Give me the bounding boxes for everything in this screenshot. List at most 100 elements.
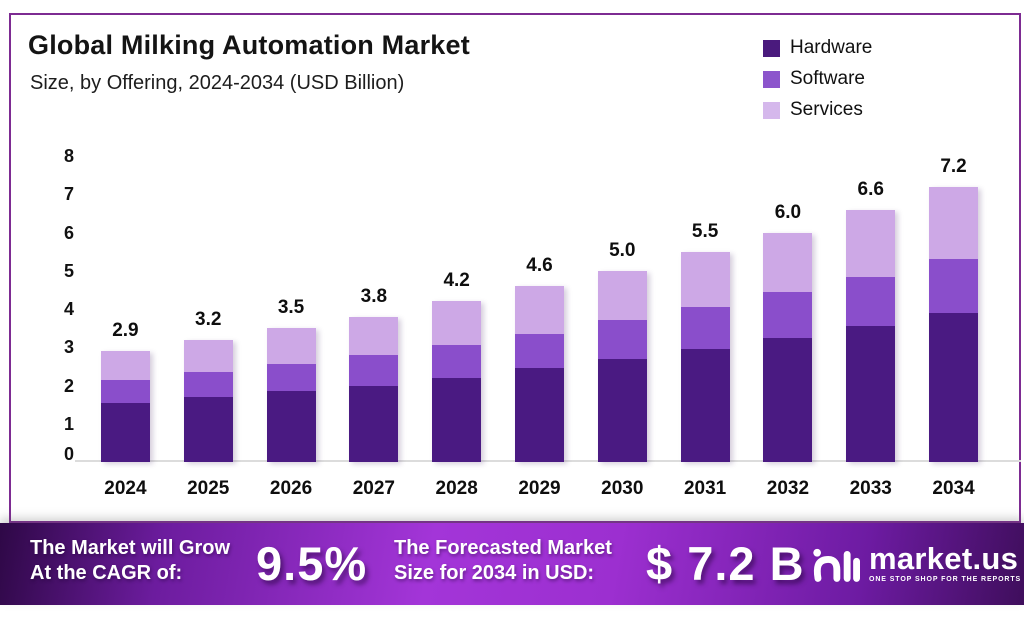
y-tick-label: 7 [63, 184, 74, 205]
brand-logo: market.us ONE STOP SHOP FOR THE REPORTS [812, 539, 1021, 587]
services-swatch-icon [763, 101, 780, 119]
bar-total-label: 4.6 [526, 255, 553, 277]
page-subtitle: Size, by Offering, 2024-2034 (USD Billio… [30, 72, 405, 94]
bar-segment-2029-hardware [514, 368, 564, 462]
brand-tagline: ONE STOP SHOP FOR THE REPORTS [869, 575, 1022, 583]
bar-total-label: 5.5 [691, 220, 719, 242]
x-tick-label: 2026 [269, 478, 313, 499]
bar-segment-2024-software [100, 379, 150, 403]
bar-stack-2027 [349, 316, 399, 462]
forecast-label: The Forecasted Market Size for 2034 in U… [394, 536, 612, 586]
bar-segment-2030-services [597, 270, 647, 321]
footer-banner: The Market will Grow At the CAGR of: 9.5… [0, 523, 1024, 605]
x-tick-label: 2025 [187, 478, 230, 499]
x-tick-label: 2028 [435, 478, 478, 499]
bar-segment-2029-software [514, 333, 564, 369]
legend-item-hardware: Hardware [763, 37, 872, 59]
bar-column-2026: 3.5 [250, 156, 333, 462]
x-tick-label: 2024 [104, 478, 147, 499]
y-tick-label: 2 [63, 375, 74, 396]
bar-segment-2024-services [100, 351, 150, 380]
bar-column-2034: 7.2 [912, 156, 995, 462]
legend-label: Software [790, 68, 865, 89]
y-tick-label: 8 [63, 146, 74, 166]
x-tick-label: 2031 [683, 478, 727, 499]
bar-column-2032: 6.0 [747, 156, 830, 462]
bar-segment-2030-software [597, 320, 647, 359]
hardware-swatch-icon [763, 39, 780, 57]
bar-segment-2024-hardware [100, 402, 150, 462]
y-tick-label: 0 [63, 444, 74, 464]
bar-column-2027: 3.8 [332, 156, 415, 462]
brand-name: market.us [869, 540, 1019, 576]
bar-segment-2025-hardware [183, 396, 233, 462]
bar-total-label: 6.0 [774, 201, 802, 223]
chart-card: Global Milking Automation Market Size, b… [9, 13, 1021, 523]
bar-segment-2031-software [680, 307, 730, 350]
bar-total-label: 2.9 [112, 320, 139, 342]
bar-column-2029: 4.6 [498, 156, 581, 462]
bar-plot-area: 2.9 3.2 3.5 3.8 4.2 4.6 5.0 5.5 6.0 6.6 7.2 [84, 156, 995, 462]
bar-segment-2031-services [680, 251, 730, 308]
x-axis-labels: 2024 2025 2026 2027 2028 2029 2030 2031 2032 2033… [84, 478, 995, 500]
bar-segment-2034-hardware [929, 312, 979, 462]
cagr-label: The Market will Grow At the CAGR of: [30, 536, 230, 586]
y-tick-label: 6 [63, 222, 74, 243]
bar-total-label: 3.8 [360, 285, 388, 307]
forecast-label-line1: The Forecasted Market [394, 537, 612, 559]
legend-label: Hardware [790, 37, 873, 58]
bar-segment-2026-software [266, 364, 316, 392]
x-tick-label: 2027 [352, 478, 395, 499]
bar-total-label: 3.5 [277, 297, 305, 319]
bar-segment-2029-services [514, 286, 564, 334]
bar-segment-2028-hardware [432, 377, 482, 462]
y-axis: 0 1 2 3 4 5 6 7 8 [38, 15, 74, 521]
page-title: Global Milking Automation Market [28, 30, 470, 60]
legend-item-services: Services [763, 99, 872, 121]
bar-segment-2028-software [432, 345, 482, 378]
bar-stack-2028 [432, 301, 482, 462]
y-tick-label: 3 [63, 337, 74, 358]
bar-segment-2027-services [349, 316, 399, 355]
bar-segment-2026-services [266, 328, 316, 365]
software-swatch-icon [763, 70, 780, 88]
bar-segment-2025-software [183, 372, 233, 397]
bar-column-2024: 2.9 [84, 156, 167, 462]
bar-segment-2031-hardware [680, 349, 730, 462]
bar-segment-2034-services [929, 186, 979, 260]
forecast-label-line2: Size for 2034 in USD: [394, 562, 595, 584]
bar-total-label: 7.2 [940, 155, 967, 177]
x-tick-label: 2030 [601, 478, 644, 499]
legend-item-software: Software [763, 68, 872, 90]
bar-column-2033: 6.6 [829, 156, 912, 462]
bar-stack-2029 [514, 286, 564, 462]
bar-total-label: 6.6 [857, 178, 884, 200]
bar-segment-2032-software [763, 291, 813, 338]
bar-column-2030: 5.0 [581, 156, 664, 462]
market-us-logo-icon [813, 548, 860, 582]
bar-segment-2026-hardware [266, 391, 316, 462]
cagr-label-line1: The Market will Grow [30, 537, 231, 559]
bar-segment-2025-services [183, 339, 233, 373]
bar-stack-2031 [680, 251, 730, 462]
bar-segment-2033-hardware [846, 326, 896, 462]
bar-stack-2025 [183, 339, 233, 462]
bar-segment-2028-services [432, 301, 482, 346]
x-tick-label: 2033 [849, 478, 892, 499]
x-tick-label: 2032 [766, 478, 810, 499]
bar-segment-2034-software [929, 259, 979, 313]
brand-text: market.us ONE STOP SHOP FOR THE REPORTS [869, 540, 1022, 583]
bar-segment-2033-services [846, 209, 896, 277]
forecast-value: $ 7.2 B [646, 537, 805, 590]
bar-stack-2033 [846, 209, 896, 462]
y-tick-label: 5 [63, 260, 74, 281]
x-tick-label: 2029 [518, 478, 561, 499]
bar-segment-2033-software [846, 276, 896, 327]
legend-label: Services [790, 99, 863, 120]
bar-total-label: 5.0 [609, 239, 636, 261]
bar-stack-2030 [597, 270, 647, 462]
bar-stack-2034 [929, 186, 979, 462]
y-tick-label: 1 [63, 413, 74, 434]
y-tick-label: 4 [63, 299, 74, 319]
